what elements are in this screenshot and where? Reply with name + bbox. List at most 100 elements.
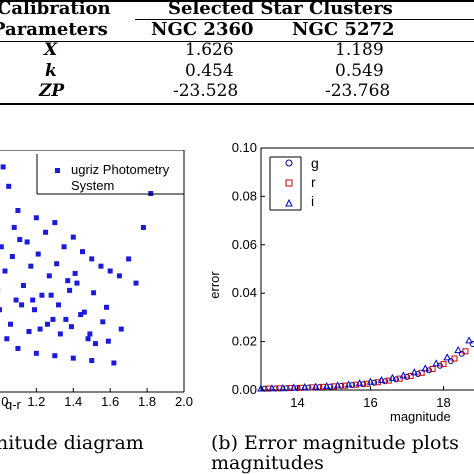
right-y-tick-label: 0.08 [232, 188, 257, 203]
r-data-point [352, 381, 359, 388]
left-data-point [56, 302, 62, 308]
left-data-point [11, 224, 17, 230]
left-data-point [39, 292, 45, 298]
left-x-tick-label: 2.0 [175, 394, 193, 409]
i-data-point [421, 364, 430, 372]
i-data-point [454, 346, 462, 354]
left-x-tick-label: 1.8 [138, 394, 156, 409]
header-left-line2: Parameters [0, 19, 108, 40]
right-x-axis-label: magnitude [390, 409, 451, 424]
i-data-point [257, 384, 265, 392]
right-legend: g r i [269, 155, 319, 211]
left-data-point [15, 345, 21, 351]
left-data-point [17, 237, 23, 243]
left-data-point [116, 273, 122, 279]
left-data-point [111, 360, 117, 366]
header-col1: NGC 2360 [151, 19, 254, 40]
right-data-points [257, 336, 474, 392]
i-data-point [366, 377, 375, 385]
left-data-point [44, 321, 50, 327]
legend-r-marker [285, 179, 293, 187]
left-data-point [28, 263, 34, 269]
r-data-point [440, 361, 447, 368]
left-data-point [91, 290, 97, 296]
left-data-point [103, 304, 109, 310]
right-x-tick-label: 16 [363, 395, 377, 410]
right-x-tick-label: 14 [290, 395, 304, 410]
left-data-point [52, 353, 58, 359]
legend-i-label: i [311, 193, 314, 209]
right-y-tick-label: 0.02 [232, 334, 257, 349]
left-data-point [0, 244, 4, 250]
legend-g-label: g [311, 155, 319, 171]
right-caption-line1: (b) Error magnitude plots [211, 432, 459, 454]
left-data-point [133, 280, 139, 286]
left-data-point [87, 331, 93, 337]
row-value: 0.549 [335, 61, 384, 81]
row-value: 1.626 [185, 40, 234, 60]
i-data-point [432, 359, 441, 367]
left-data-point [92, 341, 98, 347]
left-data-point [89, 358, 95, 364]
i-data-point [377, 376, 386, 384]
left-data-point [107, 268, 113, 274]
left-x-tick-label: 1.6 [101, 394, 119, 409]
left-data-point [50, 316, 56, 322]
group-rule [135, 19, 474, 20]
left-x-tick-label: 1.0 [0, 394, 8, 409]
left-data-point [67, 287, 73, 293]
g-data-point [414, 371, 421, 378]
right-axes [260, 147, 474, 391]
i-data-point [410, 368, 419, 376]
table-top-rule [0, 0, 474, 2]
left-data-point [126, 256, 132, 262]
left-data-point [118, 326, 124, 332]
i-data-point [322, 382, 331, 390]
i-data-point [399, 371, 408, 379]
table-bottom-rule [0, 103, 474, 105]
error-magnitude-chart: 0.00 0.02 0.04 0.06 0.08 0.10 14 16 18 g r i err… [207, 140, 474, 424]
i-data-point [344, 380, 353, 388]
left-data-point [33, 215, 39, 221]
r-data-point [320, 383, 327, 390]
g-data-point [371, 379, 378, 386]
header-left-line1: Calibration [0, 0, 111, 19]
right-y-tick-label: 0.04 [232, 285, 257, 300]
left-x-ticks: 1.0 1.2 1.4 1.6 1.8 2.0 [0, 388, 193, 409]
left-data-point [70, 234, 76, 240]
row-value: -23.528 [173, 81, 239, 101]
left-data-point [13, 297, 19, 303]
left-data-point [105, 338, 111, 344]
g-data-point [393, 376, 400, 383]
left-data-point [54, 261, 60, 267]
left-data-point [70, 355, 76, 361]
i-data-point [355, 379, 364, 387]
left-data-point [20, 283, 26, 289]
i-data-point [311, 382, 320, 390]
i-data-point [333, 381, 342, 389]
left-data-point [63, 316, 69, 322]
left-data-point [85, 336, 91, 342]
g-data-point [425, 367, 432, 374]
left-data-point [6, 183, 12, 189]
row-param: k [45, 61, 57, 81]
r-data-point [407, 372, 414, 379]
left-data-point [4, 336, 10, 342]
right-caption-line2: magnitudes [211, 452, 324, 474]
right-plot-frame [260, 147, 474, 391]
left-data-point [2, 268, 8, 274]
left-data-point [37, 326, 43, 332]
i-data-point [268, 384, 276, 392]
r-data-point [396, 375, 403, 382]
left-data-point [140, 224, 146, 230]
left-data-point [30, 297, 36, 303]
r-data-point [462, 348, 469, 355]
left-x-tick-label: 1.4 [64, 394, 82, 409]
row-param: X [44, 40, 58, 60]
left-data-point [15, 208, 21, 213]
right-y-tick-label: 0.00 [232, 382, 257, 397]
g-data-point [404, 373, 411, 380]
r-data-point [418, 369, 425, 376]
r-data-point [429, 365, 436, 372]
row-value: -23.768 [325, 81, 391, 101]
